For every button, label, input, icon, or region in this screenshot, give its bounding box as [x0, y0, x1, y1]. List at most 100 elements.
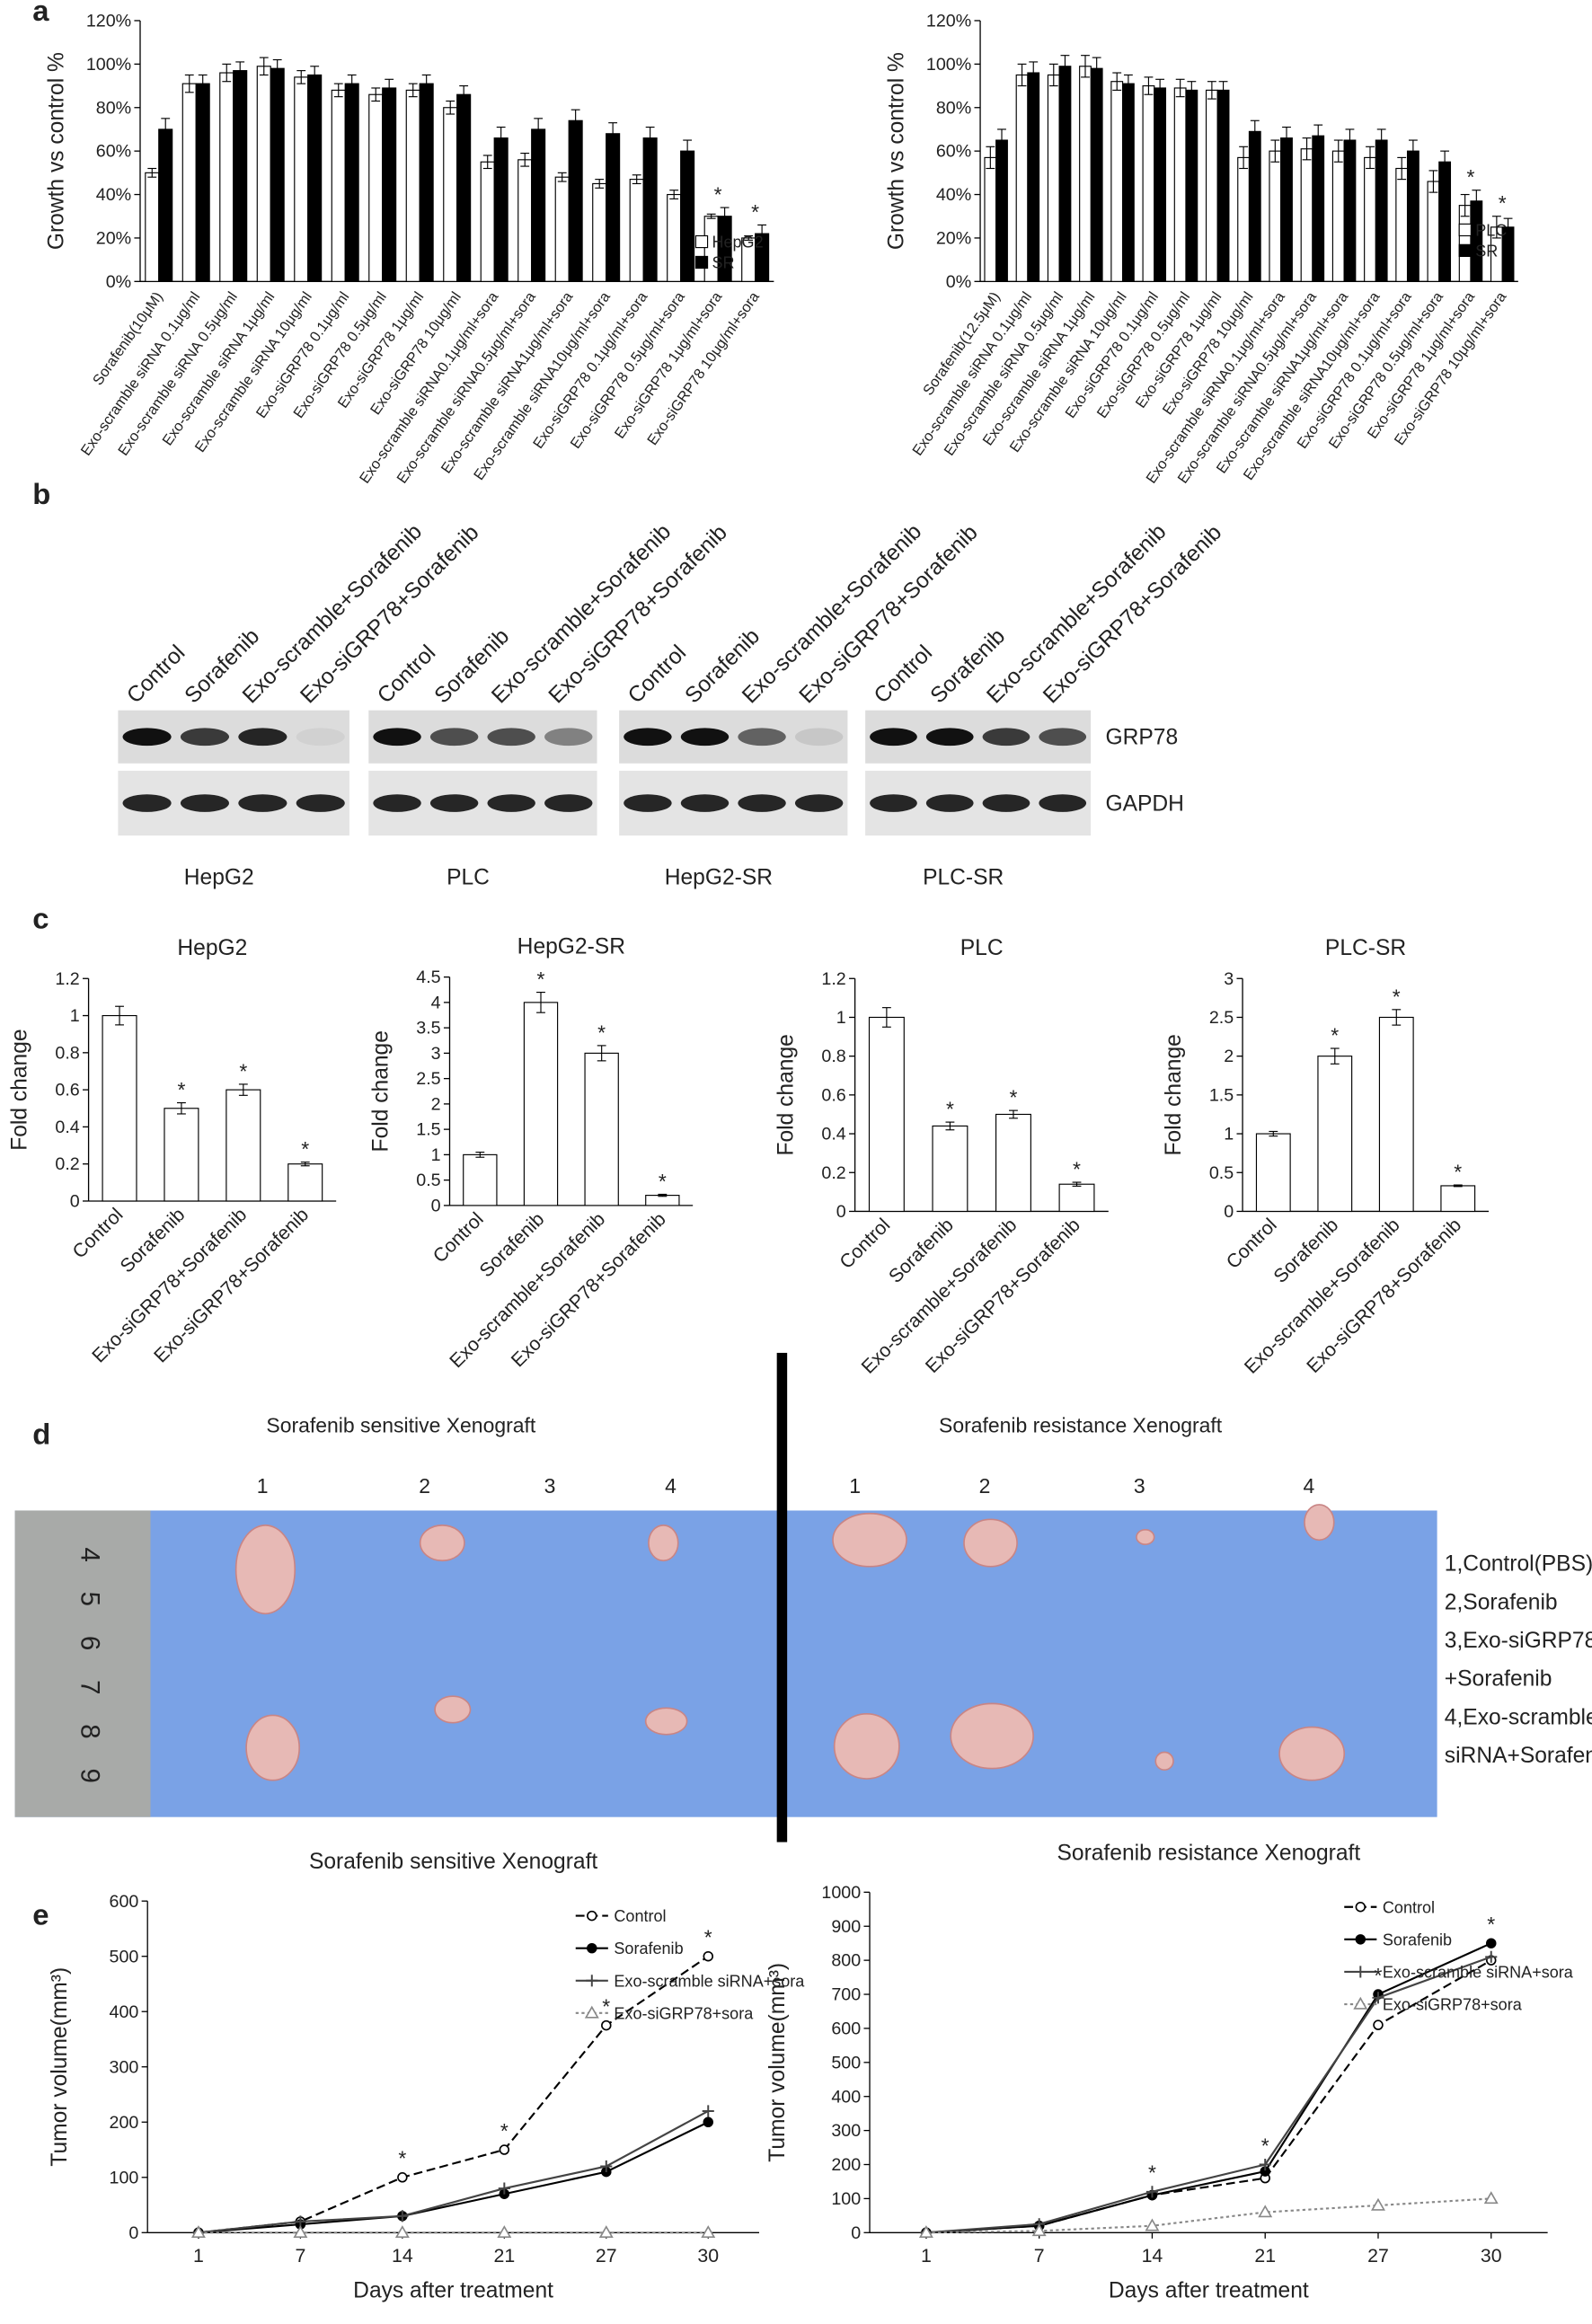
significance: * [1499, 191, 1507, 215]
band [870, 794, 917, 812]
error-bar [1112, 72, 1122, 91]
point [701, 2225, 716, 2239]
legend-marker [1355, 1902, 1366, 1913]
bar [1269, 150, 1282, 282]
y-tick-label: 100 [110, 2168, 139, 2187]
band [122, 728, 172, 747]
error-bar [1048, 63, 1058, 87]
bar [995, 139, 1008, 282]
bar [995, 1113, 1031, 1213]
bar [1317, 1056, 1353, 1213]
bar [1237, 156, 1251, 282]
ruler-label: 6 [75, 1636, 104, 1650]
x-tick-label: Control [68, 1204, 128, 1263]
y-tick-label: 300 [831, 2121, 861, 2141]
error-bar [744, 234, 754, 241]
legend-marker [1355, 1934, 1366, 1945]
significance: * [1487, 1913, 1495, 1936]
y-tick-label: 0% [106, 272, 131, 292]
point [1371, 2197, 1385, 2211]
point [587, 1942, 597, 1954]
y-tick-label: 3.5 [416, 1019, 440, 1038]
point [1258, 2205, 1273, 2218]
bar [158, 128, 173, 282]
bar [592, 182, 607, 282]
error-bar [347, 74, 357, 93]
bar [1343, 139, 1357, 282]
lane-number: 1 [849, 1474, 861, 1498]
y-tick-label: 0 [128, 2223, 138, 2243]
error-bar [645, 126, 655, 150]
bar [226, 1089, 261, 1202]
lane-label: Control [122, 641, 190, 708]
y-tick-label: 1 [836, 1008, 846, 1028]
x-tick-label: 14 [392, 2245, 413, 2267]
bar [1058, 66, 1072, 282]
blot-name: HepG2 [184, 865, 254, 889]
bar [443, 107, 458, 282]
legend-swatch [694, 255, 709, 270]
ruler [14, 1510, 151, 1817]
panel-label: d [32, 1418, 50, 1451]
bar [1015, 74, 1029, 282]
ruler-label: 5 [75, 1592, 104, 1606]
error-bar [683, 139, 693, 163]
legend-label: PLC [1475, 221, 1507, 239]
bar [1058, 1183, 1095, 1213]
significance: * [714, 182, 722, 206]
bar [1255, 1133, 1291, 1213]
lane-number: 3 [544, 1474, 556, 1498]
bar [1440, 1185, 1476, 1213]
significance: * [1148, 2161, 1156, 2185]
xenograft-legend: siRNA+Sorafenib [1445, 1744, 1592, 1768]
y-tick-label: 0.2 [821, 1163, 845, 1183]
y-tick-label: 0 [431, 1196, 441, 1215]
bar [1312, 135, 1325, 282]
error-bar [1029, 61, 1039, 84]
band [738, 794, 786, 812]
y-tick-label: 2 [431, 1094, 441, 1114]
xenograft-legend: 1,Control(PBS) [1445, 1552, 1592, 1577]
point [394, 2225, 410, 2239]
bar [1300, 148, 1313, 282]
error-bar [1453, 1184, 1463, 1188]
point [1355, 1902, 1366, 1913]
legend-label: Sorafenib [614, 1940, 683, 1957]
error-bar [1175, 78, 1185, 98]
bar [1079, 66, 1092, 282]
significance: * [239, 1059, 247, 1082]
band [429, 794, 479, 812]
bar [629, 179, 644, 282]
significance: * [1393, 985, 1401, 1008]
y-tick-label: 1.5 [1209, 1085, 1234, 1105]
y-tick-label: 0.4 [55, 1118, 79, 1137]
band [624, 728, 672, 747]
band [487, 794, 535, 812]
point [1353, 1996, 1368, 2010]
bar [1173, 87, 1187, 282]
bar [164, 1108, 199, 1202]
y-tick-label: 0 [851, 2223, 861, 2243]
ruler-label: 8 [75, 1724, 104, 1738]
series-line [198, 2110, 709, 2234]
bar [1280, 137, 1293, 282]
x-tick-label: 7 [295, 2245, 305, 2267]
y-tick-label: 40% [96, 185, 131, 205]
error-bar [570, 109, 580, 132]
bar [493, 137, 509, 282]
panel-label: a [32, 0, 49, 27]
error-bar [1072, 1181, 1082, 1187]
error-bar [385, 78, 394, 98]
significance: * [1467, 165, 1475, 189]
error-bar [184, 74, 194, 93]
error-bar [595, 179, 605, 189]
error-bar [881, 1007, 891, 1028]
x-tick-label: 27 [1367, 2245, 1389, 2267]
point [584, 2005, 599, 2019]
y-tick-label: 1000 [821, 1883, 861, 1903]
bar [1406, 150, 1420, 282]
point [1145, 2218, 1160, 2231]
error-bar [1187, 81, 1197, 100]
x-tick-label: 7 [1034, 2245, 1045, 2267]
ruler-label: 7 [75, 1680, 104, 1694]
